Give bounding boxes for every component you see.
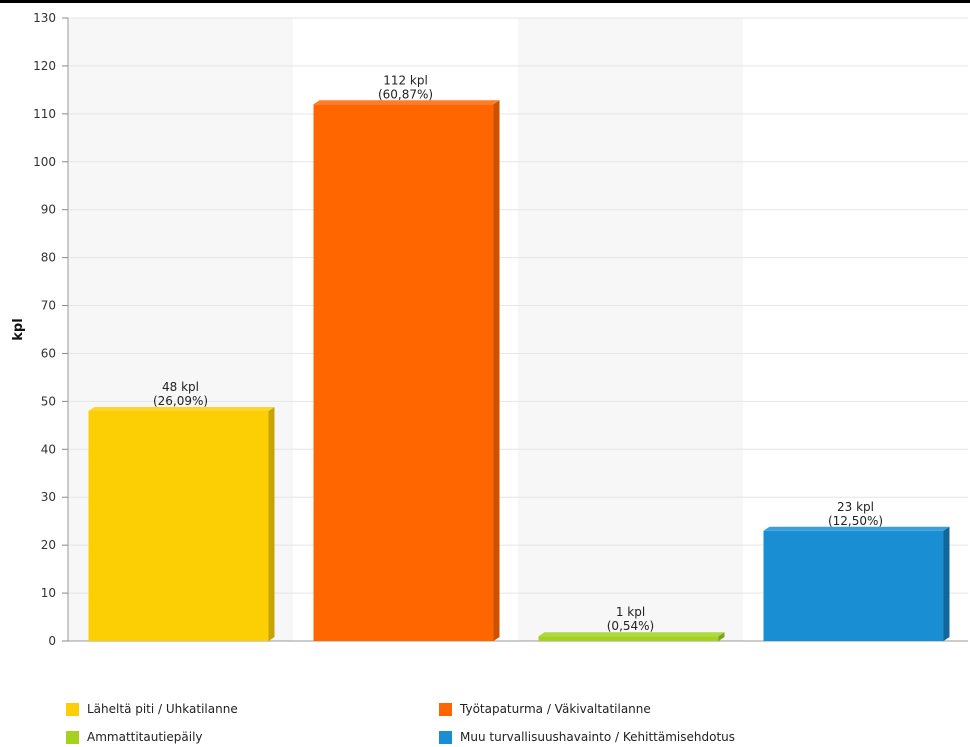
bar-side — [493, 100, 500, 641]
y-tick-label: 40 — [41, 442, 56, 456]
bar-side — [268, 406, 275, 641]
data-label-percent: (60,87%) — [378, 87, 433, 101]
y-tick-label: 120 — [33, 59, 56, 73]
bar-top — [538, 632, 725, 637]
y-axis-label: kpl — [11, 318, 26, 340]
data-label-value: 48 kpl — [162, 380, 199, 394]
bar-side — [943, 526, 950, 641]
y-tick-label: 70 — [41, 299, 56, 313]
data-label-percent: (12,50%) — [828, 514, 883, 528]
y-tick-label: 60 — [41, 346, 56, 360]
y-tick-label: 20 — [41, 538, 56, 552]
y-tick-label: 10 — [41, 586, 56, 600]
data-label-value: 23 kpl — [837, 500, 874, 514]
y-tick-label: 30 — [41, 490, 56, 504]
y-tick-label: 90 — [41, 203, 56, 217]
y-tick-label: 50 — [41, 394, 56, 408]
bar-top — [313, 100, 500, 105]
bar — [538, 636, 719, 641]
y-tick-label: 110 — [33, 107, 56, 121]
bar — [313, 104, 494, 641]
y-tick-label: 100 — [33, 155, 56, 169]
top-border — [0, 0, 970, 3]
bar-side — [718, 632, 725, 641]
plot-band — [518, 18, 743, 641]
data-label-percent: (0,54%) — [607, 619, 654, 633]
bar-top — [763, 526, 950, 531]
bar-top — [88, 406, 275, 411]
data-label-percent: (26,09%) — [153, 394, 208, 408]
data-label-value: 112 kpl — [383, 73, 428, 87]
y-tick-label: 80 — [41, 251, 56, 265]
bar — [88, 410, 269, 641]
y-tick-label: 0 — [48, 634, 56, 648]
data-label-value: 1 kpl — [616, 605, 645, 619]
y-tick-label: 130 — [33, 11, 56, 25]
bar — [763, 530, 944, 641]
